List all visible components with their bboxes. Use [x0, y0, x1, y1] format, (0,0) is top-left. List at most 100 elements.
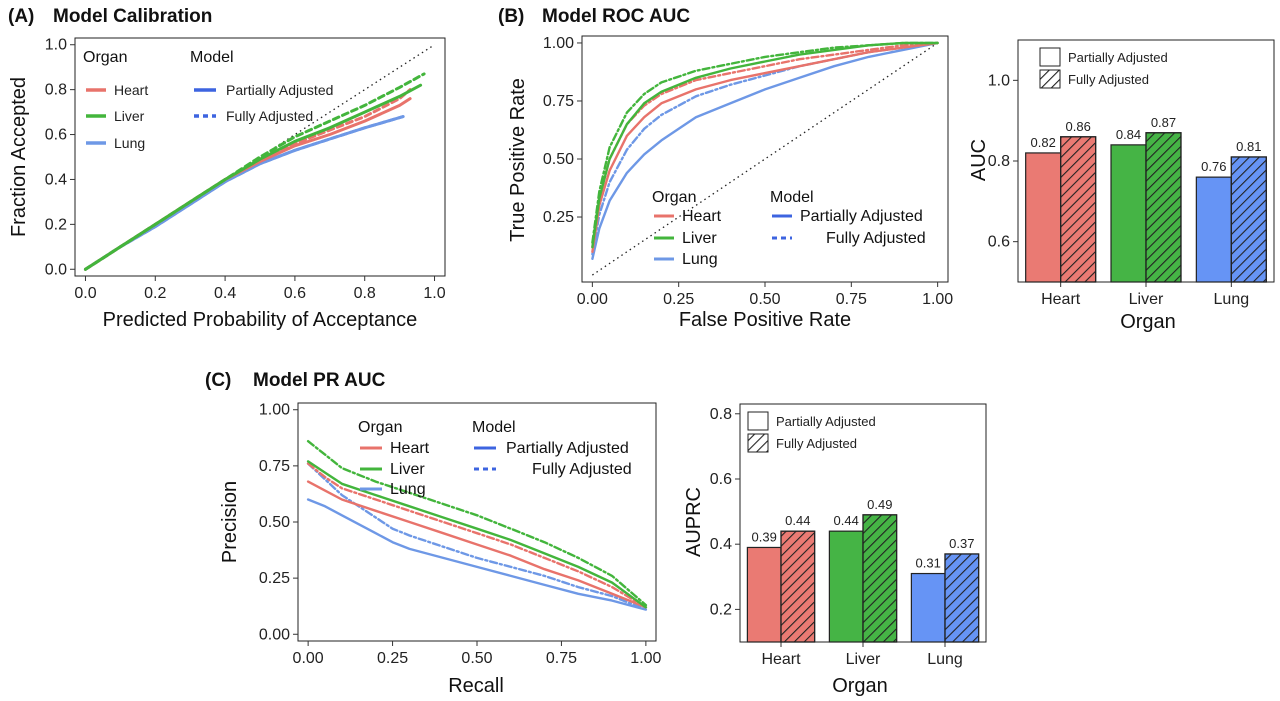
auprc_bar-y-tick-label-0: 0.2: [710, 601, 732, 618]
calibration-panel-label: (A): [8, 6, 34, 27]
roc-x-axis-title: False Positive Rate: [679, 309, 851, 331]
auprc-legend-partial-key: [747, 411, 769, 431]
auprc_bar-bar-label-liver-fully-adjusted: 0.49: [867, 497, 892, 512]
auprc_bar-bar-label-lung-fully-adjusted: 0.37: [949, 536, 974, 551]
auprc-legend-full: Fully Adjusted: [776, 436, 857, 451]
pr-panel-label: (C): [205, 370, 231, 391]
calibration-y-axis-title: Fraction Accepted: [8, 77, 30, 237]
auprc-legend-full-key: [747, 433, 769, 453]
auprc_bar-y-tick-label-2: 0.6: [710, 471, 732, 488]
pr-series-liver-fully-adjusted: [306, 440, 648, 607]
roc-y-tick-label-1: 0.50: [543, 151, 574, 168]
auc-legend-partial: Partially Adjusted: [1068, 50, 1168, 65]
roc-series-heart-partially-adjusted: [591, 41, 939, 254]
auc_bar-bar-hatch-heart: [1060, 136, 1097, 283]
auc_bar-bar-label-heart-fully-adjusted: 0.86: [1066, 119, 1091, 134]
pr-series-heart-fully-adjusted: [306, 462, 648, 609]
auc_bar-bar-hatch-lung: [1230, 156, 1267, 283]
auprc-legend-partial: Partially Adjusted: [776, 414, 876, 429]
calibration-x-tick-label-0: 0.0: [74, 285, 96, 302]
calibration-x-tick-label-2: 0.4: [214, 285, 236, 302]
roc-y-tick-label-3: 1.00: [543, 35, 574, 52]
pr-y-tick-label-3: 0.75: [259, 458, 290, 475]
pr-legend: Organ Heart Liver Lung Model Partially A…: [358, 419, 632, 498]
auprc_bar-x-tick-label-liver: Liver: [846, 651, 881, 668]
auc-legend-full: Fully Adjusted: [1068, 72, 1149, 87]
calibration-x-tick-label-1: 0.2: [144, 285, 166, 302]
auprc_bar-bar-lung-partially-adjusted: [910, 572, 946, 643]
pr-legend-liver: Liver: [390, 461, 425, 478]
auc_bar-y-tick-label-0: 0.6: [988, 234, 1010, 251]
roc-legend-liver: Liver: [682, 230, 717, 247]
pr-x-tick-label-2: 0.50: [461, 650, 492, 667]
auc_bar-bar-heart-partially-adjusted: [1025, 152, 1062, 283]
roc-y-axis-title: True Positive Rate: [507, 78, 529, 242]
auc_bar-bar-label-lung-fully-adjusted: 0.81: [1236, 139, 1261, 154]
pr-legend-model-title: Model: [472, 419, 516, 436]
pr-y-tick-label-1: 0.25: [259, 570, 290, 587]
auc-y-axis-title: AUC: [968, 139, 990, 181]
roc-legend-lung: Lung: [682, 251, 718, 268]
roc-legend-partial: Partially Adjusted: [800, 208, 923, 225]
auprc_bar-y-tick-label-3: 0.8: [710, 406, 732, 423]
roc-legend-model-title: Model: [770, 189, 814, 206]
auprc-bar-chart: 0.2 0.4 0.6 0.8 Heart Liver Lung 0.39 0.44 0.44 0…: [683, 403, 987, 697]
calibration-series-heart-partially-adjusted: [84, 97, 412, 271]
auc_bar-bar-liver-partially-adjusted: [1110, 144, 1147, 283]
auc_bar-bar-label-liver-fully-adjusted: 0.87: [1151, 115, 1176, 130]
calibration-x-tick-label-3: 0.6: [284, 285, 306, 302]
calibration-x-tick-label-4: 0.8: [354, 285, 376, 302]
auprc_bar-bar-heart-partially-adjusted: [746, 546, 782, 643]
calibration-y-tick-label-0: 0.0: [45, 261, 67, 278]
calibration-x-axis-title: Predicted Probability of Acceptance: [103, 309, 418, 331]
pr-legend-heart: Heart: [390, 440, 430, 457]
auprc-y-axis-title: AUPRC: [683, 487, 705, 557]
roc-chart: (B) Model ROC AUC 0.00 0.25 0.50 0.75 1.00 0.…: [498, 6, 953, 331]
auprc_bar-x-tick-label-lung: Lung: [927, 651, 963, 668]
roc-x-tick-label-2: 0.50: [749, 291, 780, 308]
pr-legend-organ-title: Organ: [358, 419, 402, 436]
auprc-legend: Partially Adjusted Fully Adjusted: [747, 411, 876, 453]
roc-y-tick-label-0: 0.25: [543, 209, 574, 226]
pr-x-tick-label-3: 0.75: [546, 650, 577, 667]
auprc_bar-bar-label-liver-partially-adjusted: 0.44: [834, 513, 859, 528]
calibration-legend-model-title: Model: [190, 49, 234, 66]
pr-chart: (C) Model PR AUC 0.00 0.25 0.50 0.75 1.00 0.0…: [205, 370, 662, 697]
auprc_bar-bar-label-heart-partially-adjusted: 0.39: [752, 529, 777, 544]
roc-series-lung-partially-adjusted: [591, 41, 939, 260]
auc-legend-full-key: [1039, 69, 1061, 89]
roc-x-tick-label-1: 0.25: [663, 291, 694, 308]
auprc_bar-x-tick-label-heart: Heart: [761, 651, 801, 668]
calibration-legend-liver: Liver: [114, 108, 145, 124]
auc_bar-x-tick-label-liver: Liver: [1129, 291, 1164, 308]
auc_bar-x-tick-label-lung: Lung: [1214, 291, 1250, 308]
auc_bar-y-tick-label-1: 0.8: [988, 153, 1010, 170]
auc_bar-bar-label-liver-partially-adjusted: 0.84: [1116, 127, 1141, 142]
auc_bar-y-tick-label-2: 1.0: [988, 72, 1010, 89]
calibration-legend-organ-title: Organ: [83, 49, 127, 66]
pr-legend-partial: Partially Adjusted: [506, 440, 629, 457]
pr-legend-lung: Lung: [390, 481, 426, 498]
pr-plot-border: [297, 402, 657, 642]
auc_bar-bar-lung-partially-adjusted: [1195, 176, 1232, 283]
roc-x-tick-label-3: 0.75: [836, 291, 867, 308]
pr-x-tick-label-1: 0.25: [377, 650, 408, 667]
roc-panel-label: (B): [498, 6, 524, 27]
pr-series-lung-fully-adjusted: [306, 462, 648, 611]
roc-legend-heart: Heart: [682, 208, 722, 225]
calibration-legend-heart: Heart: [114, 82, 148, 98]
pr-title: Model PR AUC: [253, 370, 386, 391]
calibration-x-tick-label-5: 1.0: [423, 285, 445, 302]
auprc_bar-bar-hatch-heart: [780, 530, 816, 643]
pr-y-tick-label-4: 1.00: [259, 402, 290, 419]
calibration-legend-lung: Lung: [114, 135, 145, 151]
roc-legend-organ-title: Organ: [652, 189, 696, 206]
auc_bar-bar-label-heart-partially-adjusted: 0.82: [1031, 135, 1056, 150]
roc-x-tick-label-0: 0.00: [577, 291, 608, 308]
auprc_bar-bar-hatch-liver: [862, 514, 898, 643]
calibration-series-liver-fully-adjusted: [84, 72, 426, 271]
calibration-title: Model Calibration: [53, 6, 212, 27]
pr-x-tick-label-4: 1.00: [630, 650, 661, 667]
pr-series-lung-partially-adjusted: [306, 498, 648, 611]
pr-x-axis-title: Recall: [448, 675, 504, 697]
